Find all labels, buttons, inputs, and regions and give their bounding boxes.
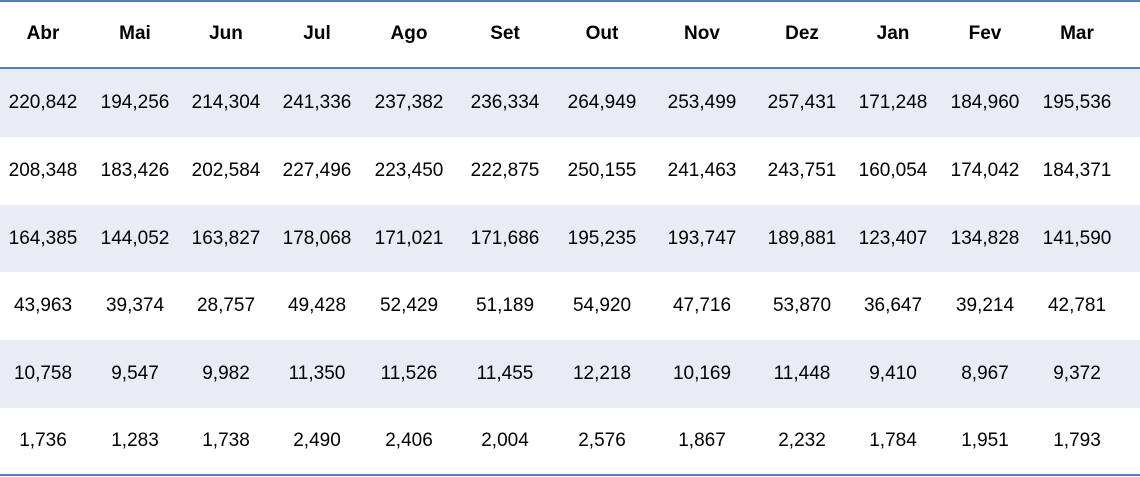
table-bottom-border	[0, 474, 1140, 476]
table-cell: 12,218	[572, 363, 632, 384]
table-cell: 178,068	[282, 227, 352, 249]
table-cell: 11,526	[380, 363, 438, 384]
table-cell: 9,547	[111, 363, 159, 384]
column-header-ago: Ago	[390, 23, 428, 44]
table-cell: 195,235	[567, 227, 637, 249]
header-border	[0, 67, 1140, 69]
table-cell: 47,716	[672, 295, 732, 316]
table-cell: 42,781	[1047, 295, 1107, 316]
table-cell: 214,304	[191, 92, 261, 113]
table-cell: 250,155	[567, 160, 637, 181]
table-cell: 189,881	[767, 227, 837, 249]
table-cell: 39,214	[955, 295, 1015, 316]
table-cell: 241,463	[667, 160, 737, 181]
table-cell: 141,590	[1042, 227, 1112, 249]
column-header-jul: Jul	[303, 23, 331, 44]
table-row: 43,963 39,374 28,757 49,428 52,429 51,189 54,9…	[0, 272, 1140, 340]
table-top-border	[0, 0, 1140, 2]
table-cell: 222,875	[470, 160, 540, 181]
table-cell: 1,738	[202, 430, 250, 451]
table-cell: 223,450	[374, 160, 444, 181]
table-cell: 208,348	[8, 160, 78, 181]
table-cell: 171,021	[374, 227, 444, 249]
table-cell: 36,647	[863, 295, 923, 316]
table-cell: 123,407	[858, 227, 928, 249]
table-cell: 9,982	[202, 363, 250, 384]
table-cell: 2,232	[778, 430, 826, 451]
column-header-jun: Jun	[209, 23, 243, 44]
table-cell: 1,736	[19, 430, 67, 451]
table-cell: 9,410	[869, 363, 917, 384]
table-cell: 49,428	[287, 295, 347, 316]
table-cell: 2,490	[293, 430, 341, 451]
table-cell: 9,372	[1053, 363, 1101, 384]
column-header-out: Out	[585, 23, 619, 44]
table-cell: 11,350	[288, 363, 346, 384]
table-row: 10,758 9,547 9,982 11,350 11,526 11,455 12,218…	[0, 340, 1140, 408]
table-cell: 1,951	[961, 430, 1009, 451]
table-cell: 236,334	[470, 92, 540, 113]
table-cell: 10,758	[13, 363, 73, 384]
table-cell: 51,189	[475, 295, 535, 316]
table-cell: 134,828	[950, 227, 1020, 249]
table-cell: 163,827	[191, 227, 261, 249]
table-cell: 160,054	[858, 160, 928, 181]
table-cell: 227,496	[282, 160, 352, 181]
table-cell: 10,169	[672, 363, 732, 384]
table-cell: 202,584	[191, 160, 261, 181]
table-cell: 11,448	[773, 363, 831, 384]
column-header-mar: Mar	[1060, 23, 1094, 44]
table-cell: 144,052	[100, 227, 170, 249]
column-header-set: Set	[490, 23, 520, 44]
table-cell: 52,429	[379, 295, 439, 316]
table-cell: 2,406	[385, 430, 433, 451]
table-cell: 1,784	[869, 430, 917, 451]
table-cell: 183,426	[100, 160, 170, 181]
table-cell: 28,757	[196, 295, 256, 316]
table-row: 220,842 194,256 214,304 241,336 237,382 236,3…	[0, 69, 1140, 137]
table-cell: 171,248	[858, 92, 928, 113]
table-cell: 184,960	[950, 92, 1020, 113]
column-header-abr: Abr	[26, 23, 60, 44]
table-cell: 1,793	[1053, 430, 1101, 451]
table-cell: 54,920	[572, 295, 632, 316]
table-cell: 53,870	[772, 295, 832, 316]
table-cell: 8,967	[961, 363, 1009, 384]
column-header-fev: Fev	[968, 23, 1002, 44]
table-cell: 220,842	[8, 92, 78, 113]
column-header-nov: Nov	[684, 23, 720, 44]
table-cell: 193,747	[667, 227, 737, 249]
table-cell: 241,336	[282, 92, 352, 113]
table-cell: 174,042	[950, 160, 1020, 181]
table-cell: 1,283	[111, 430, 159, 451]
table-cell: 11,455	[476, 363, 534, 384]
table-cell: 195,536	[1042, 92, 1112, 113]
table-cell: 243,751	[767, 160, 837, 181]
table-cell: 39,374	[105, 295, 165, 316]
column-header-dez: Dez	[785, 23, 819, 44]
table-row: 164,385 144,052 163,827 178,068 171,021 171,6…	[0, 205, 1140, 272]
table-cell: 171,686	[470, 227, 540, 249]
table-cell: 257,431	[767, 92, 837, 113]
table-cell: 184,371	[1042, 160, 1112, 181]
table-cell: 164,385	[8, 227, 78, 249]
table-cell: 2,004	[481, 430, 529, 451]
table-row: 208,348 183,426 202,584 227,496 223,450 222,8…	[0, 137, 1140, 205]
table-cell: 2,576	[578, 430, 626, 451]
header-row: Abr Mai Jun Jul Ago Set Out Nov Dez Jan Fev Mar	[0, 0, 1140, 68]
table-cell: 43,963	[13, 295, 73, 316]
table-row: 1,736 1,283 1,738 2,490 2,406 2,004 2,576 1,867…	[0, 408, 1140, 474]
column-header-mai: Mai	[119, 23, 151, 44]
table-cell: 253,499	[667, 92, 737, 113]
column-header-jan: Jan	[876, 23, 910, 44]
table-cell: 1,867	[678, 430, 726, 451]
table-cell: 264,949	[567, 92, 637, 113]
table-cell: 237,382	[374, 92, 444, 113]
table-cell: 194,256	[100, 92, 170, 113]
